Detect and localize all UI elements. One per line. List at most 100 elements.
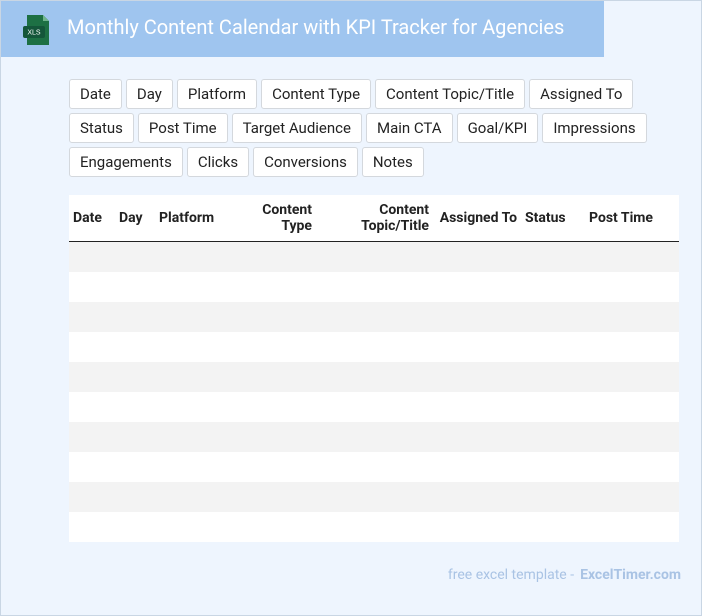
table: Date Day Platform Content Type Content Topic… — [69, 195, 679, 542]
table-cell — [115, 482, 155, 512]
table-cell — [581, 362, 661, 392]
table-cell — [69, 302, 115, 332]
column-tag[interactable]: Status — [69, 113, 134, 143]
table-cell — [115, 332, 155, 362]
table-cell — [236, 302, 316, 332]
footer-brand: ExcelTimer.com — [580, 567, 681, 583]
column-tag[interactable]: Impressions — [542, 113, 647, 143]
table-cell — [115, 362, 155, 392]
table-cell — [236, 272, 316, 302]
table-cell — [661, 272, 679, 302]
table-row — [69, 422, 679, 452]
column-header: Day — [115, 195, 155, 242]
column-tag[interactable]: Notes — [361, 147, 424, 177]
table-cell — [433, 512, 521, 542]
table-cell — [521, 332, 581, 362]
table-cell — [433, 332, 521, 362]
column-tag[interactable]: Clicks — [186, 147, 250, 177]
table-cell — [115, 272, 155, 302]
table-cell — [69, 332, 115, 362]
table-cell — [661, 422, 679, 452]
table-cell — [69, 362, 115, 392]
footer-text: free excel template - — [447, 567, 575, 583]
table-cell — [316, 422, 433, 452]
column-header: Assigned To — [433, 195, 521, 242]
table-cell — [581, 332, 661, 362]
page-title: Monthly Content Calendar with KPI Tracke… — [67, 15, 565, 39]
table-cell — [115, 422, 155, 452]
table-cell — [236, 241, 316, 272]
table-cell — [661, 332, 679, 362]
table-row — [69, 362, 679, 392]
column-tag[interactable]: Day — [125, 79, 173, 109]
table-cell — [521, 272, 581, 302]
table-cell — [316, 332, 433, 362]
column-tag[interactable]: Conversions — [253, 147, 358, 177]
header-row: Date Day Platform Content Type Content Topic… — [69, 195, 679, 242]
header-bar: XLS Monthly Content Calendar with KPI Tr… — [1, 1, 604, 57]
table-cell — [236, 422, 316, 452]
column-tag[interactable]: Target Audience — [231, 113, 362, 143]
table-cell — [581, 452, 661, 482]
table-cell — [69, 392, 115, 422]
table-cell — [115, 241, 155, 272]
column-tags: Date Day Platform Content Type Content Topic… — [69, 79, 697, 177]
calendar-table: Date Day Platform Content Type Content Topic… — [69, 195, 679, 542]
table-cell — [155, 512, 236, 542]
table-cell — [581, 241, 661, 272]
column-header: Status — [521, 195, 581, 242]
table-cell — [661, 392, 679, 422]
table-cell — [661, 512, 679, 542]
file-icon: XLS — [23, 15, 49, 45]
table-cell — [316, 272, 433, 302]
table-cell — [155, 332, 236, 362]
table-cell — [661, 482, 679, 512]
table-cell — [155, 482, 236, 512]
table-cell — [433, 422, 521, 452]
table-cell — [433, 302, 521, 332]
table-cell — [433, 392, 521, 422]
table-cell — [155, 302, 236, 332]
column-tag[interactable]: Date — [69, 79, 122, 109]
column-tag[interactable]: Engagements — [69, 147, 183, 177]
table-cell — [581, 392, 661, 422]
table-cell — [69, 272, 115, 302]
table-cell — [236, 362, 316, 392]
table-cell — [581, 512, 661, 542]
column-tag[interactable]: Platform — [176, 79, 258, 109]
table-cell — [316, 512, 433, 542]
table-cell — [581, 302, 661, 332]
table-row — [69, 332, 679, 362]
table-cell — [236, 332, 316, 362]
column-tag[interactable]: Goal/KPI — [456, 113, 539, 143]
table-cell — [155, 241, 236, 272]
footer: free excel template - ExcelTimer.com — [448, 567, 681, 583]
table-cell — [433, 272, 521, 302]
table-cell — [661, 241, 679, 272]
table-cell — [115, 302, 155, 332]
table-cell — [433, 452, 521, 482]
table-cell — [155, 392, 236, 422]
column-tag[interactable]: Post Time — [137, 113, 228, 143]
column-header: Platform — [155, 195, 236, 242]
table-cell — [115, 452, 155, 482]
table-cell — [433, 362, 521, 392]
table-cell — [69, 512, 115, 542]
table-cell — [316, 362, 433, 392]
column-tag[interactable]: Assigned To — [529, 79, 634, 109]
table-cell — [581, 422, 661, 452]
column-header: Date — [69, 195, 115, 242]
table-row — [69, 452, 679, 482]
table-cell — [581, 272, 661, 302]
icon-label: XLS — [27, 29, 41, 36]
column-tag[interactable]: Content Topic/Title — [375, 79, 526, 109]
table-cell — [661, 302, 679, 332]
table-cell — [433, 241, 521, 272]
table-cell — [155, 362, 236, 392]
table-body — [69, 241, 679, 543]
column-tag[interactable]: Content Type — [261, 79, 372, 109]
table-cell — [155, 422, 236, 452]
table-cell — [69, 241, 115, 272]
column-tag[interactable]: Main CTA — [365, 113, 453, 143]
table-cell — [521, 392, 581, 422]
